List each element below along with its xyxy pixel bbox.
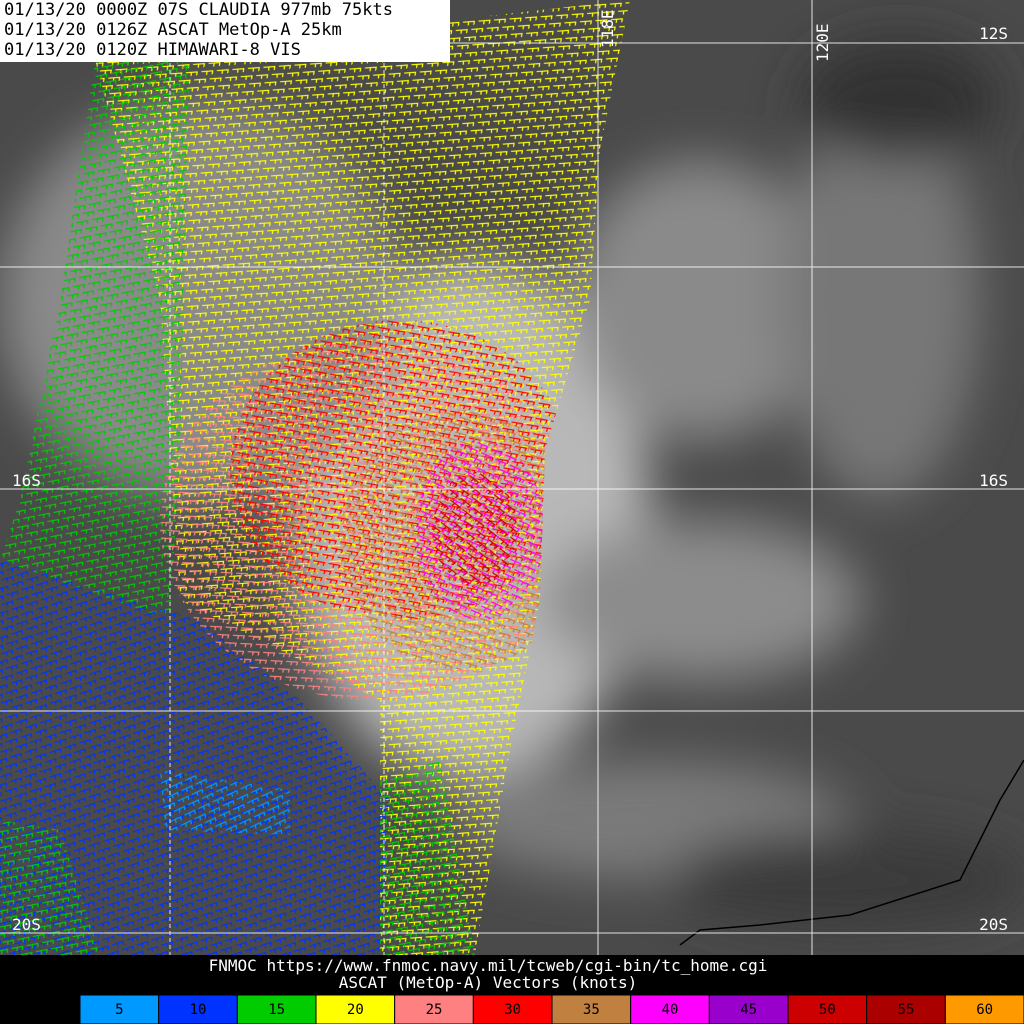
header-box (0, 0, 450, 62)
lat-label: 20S (12, 915, 41, 934)
header-line: 01/13/20 0120Z HIMAWARI-8 VIS (4, 40, 301, 60)
legend-label: 20 (347, 1002, 364, 1018)
lon-label: 120E (813, 23, 832, 62)
legend-swatch (472, 994, 553, 1024)
wind-region (0, 560, 390, 955)
coastline (679, 759, 1024, 946)
legend-swatch (630, 994, 710, 1024)
legend-label: 5 (115, 1002, 123, 1018)
footer-source: FNMOC https://www.fnmoc.navy.mil/tcweb/c… (209, 956, 768, 975)
lat-label: 16S (979, 471, 1008, 490)
legend: 5 10 15 20 25 30 35 40 45 50 55 60 (79, 994, 1024, 1024)
legend-swatch (158, 994, 238, 1024)
wind-swath (0, 0, 630, 955)
wind-region (380, 760, 475, 955)
header-line: 01/13/20 0000Z 07S CLAUDIA 977mb 75kts (4, 0, 393, 20)
legend-swatch (866, 994, 946, 1024)
wind-region (0, 40, 190, 620)
legend-swatch (79, 994, 160, 1024)
wind-region (0, 820, 100, 955)
grid (0, 0, 1024, 955)
legend-label: 35 (583, 1002, 600, 1018)
legend-label: 40 (662, 1002, 679, 1018)
legend-label: 50 (819, 1002, 836, 1018)
legend-swatch (944, 994, 1024, 1024)
wind-region (433, 472, 517, 588)
lat-label: 16S (12, 471, 41, 490)
wind-region (160, 770, 290, 835)
legend-label: 15 (268, 1002, 285, 1018)
lat-label: 12S (979, 24, 1008, 43)
legend-label: 30 (504, 1002, 521, 1018)
legend-swatch (708, 994, 789, 1024)
legend-label: 25 (426, 1002, 443, 1018)
legend-label: 45 (740, 1002, 757, 1018)
legend-swatch (236, 994, 317, 1024)
lat-label: 20S (979, 915, 1008, 934)
legend-label: 10 (190, 1002, 207, 1018)
legend-label: 55 (898, 1002, 915, 1018)
footer-caption: ASCAT (MetOp-A) Vectors (knots) (339, 973, 638, 992)
header-line: 01/13/20 0126Z ASCAT MetOp-A 25km (4, 20, 342, 40)
legend-label: 60 (976, 1002, 993, 1018)
lon-label: 118E (598, 9, 617, 48)
